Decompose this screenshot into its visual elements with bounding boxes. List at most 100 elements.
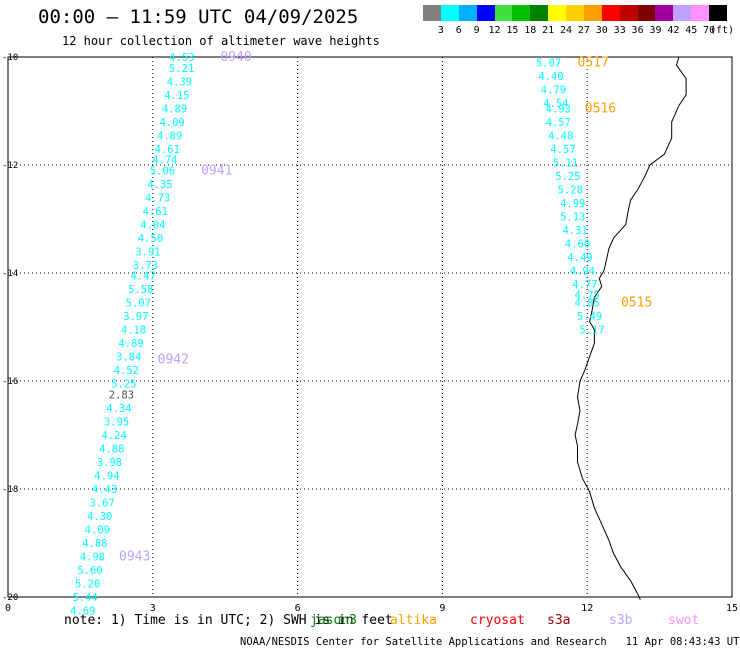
wave-height-value: 4.53 xyxy=(169,52,194,64)
wave-height-value: 4.52 xyxy=(114,365,139,377)
wave-height-value: 4.57 xyxy=(546,117,571,129)
color-swatch xyxy=(709,5,727,21)
wave-height-value: 5.25 xyxy=(111,379,136,391)
wave-height-value: 5.58 xyxy=(128,284,153,296)
wave-height-value: 4.48 xyxy=(548,130,573,142)
color-scale-label: 24 xyxy=(560,25,573,36)
color-scale-label: 30 xyxy=(595,25,608,36)
wave-height-value: 4.79 xyxy=(541,84,566,96)
wave-height-value: 4.75 xyxy=(575,290,600,302)
x-tick-label: 15 xyxy=(726,603,738,614)
page-title: 00:00 — 11:59 UTC 04/09/2025 xyxy=(38,6,359,28)
wave-height-value: 4.50 xyxy=(138,233,163,245)
color-scale-label: 12 xyxy=(488,25,501,36)
wave-height-value: 4.09 xyxy=(159,117,184,129)
satellite-legend-s3b: s3b xyxy=(609,613,633,628)
map-frame xyxy=(7,56,733,598)
wave-height-value: 3.98 xyxy=(97,457,122,469)
color-swatch xyxy=(440,5,459,21)
wave-height-value: 5.07 xyxy=(536,57,561,69)
wave-height-value: 4.89 xyxy=(157,130,182,142)
wave-height-value: 4.04 xyxy=(140,219,165,231)
track-time-label: 0942 xyxy=(158,352,189,367)
color-swatch xyxy=(637,5,656,21)
color-swatch xyxy=(512,5,531,21)
x-tick-label: 9 xyxy=(439,603,445,614)
wave-height-value: 3.67 xyxy=(89,498,114,510)
wave-height-value: 5.07 xyxy=(126,298,151,310)
color-swatch xyxy=(583,5,602,21)
color-swatch xyxy=(601,5,620,21)
wave-height-value: 4.39 xyxy=(167,76,192,88)
track-time-label: 0516 xyxy=(585,101,616,116)
color-scale-label: 39 xyxy=(649,25,662,36)
wave-height-value: 4.09 xyxy=(85,525,110,537)
color-scale-label: 36 xyxy=(631,25,644,36)
wave-height-value: 4.40 xyxy=(538,71,563,83)
wave-height-value: 4.98 xyxy=(80,552,105,564)
color-scale-label: 42 xyxy=(667,25,680,36)
color-swatch xyxy=(673,5,692,21)
color-scale-label: 3 xyxy=(437,25,444,36)
footer-credit: NOAA/NESDIS Center for Satellite Applica… xyxy=(240,636,740,648)
wave-height-value: 5.17 xyxy=(579,325,604,337)
color-scale-bar xyxy=(423,5,727,21)
wave-height-value: 5.20 xyxy=(75,579,100,591)
wave-height-value: 5.28 xyxy=(558,184,583,196)
y-tick-label: -20 xyxy=(2,593,18,603)
x-tick-label: 0 xyxy=(5,603,11,614)
color-swatch xyxy=(494,5,513,21)
y-tick-label: -10 xyxy=(2,53,18,63)
wave-height-value: 4.49 xyxy=(567,252,592,264)
wave-height-value: 3.91 xyxy=(135,246,160,258)
color-swatch xyxy=(530,5,549,21)
y-tick-label: -12 xyxy=(2,161,18,171)
wave-height-value: 4.57 xyxy=(550,144,575,156)
units-note: note: 1) Time is in UTC; 2) SWH is in fe… xyxy=(64,613,393,628)
color-swatch xyxy=(655,5,674,21)
wave-height-value: 4.24 xyxy=(102,430,127,442)
color-swatch xyxy=(691,5,709,21)
wave-height-value: 4.60 xyxy=(565,238,590,250)
track-time-label: 0940 xyxy=(220,50,251,65)
wave-height-value: 5.13 xyxy=(560,211,585,223)
wave-height-value: 4.77 xyxy=(572,279,597,291)
wave-height-value: 5.06 xyxy=(150,165,175,177)
color-swatch xyxy=(619,5,638,21)
track-time-label: 0943 xyxy=(119,550,150,565)
wave-height-value: 4.61 xyxy=(155,144,180,156)
y-tick-label: -16 xyxy=(2,377,18,387)
color-swatch xyxy=(476,5,495,21)
wave-height-value: 4.54 xyxy=(543,98,568,110)
wave-height-value: 5.60 xyxy=(77,565,102,577)
satellite-legend-swot: swot xyxy=(668,613,700,628)
satellite-legend-s3a: s3a xyxy=(547,613,571,628)
wave-height-value: 4.15 xyxy=(164,90,189,102)
color-swatch xyxy=(423,5,441,21)
wave-height-value: 5.44 xyxy=(73,592,98,604)
wave-height-value: 3.84 xyxy=(116,352,141,364)
x-tick-label: 6 xyxy=(295,603,301,614)
wave-height-value: 4.88 xyxy=(82,538,107,550)
wave-height-value: 4.34 xyxy=(106,403,131,415)
y-tick-label: -18 xyxy=(2,485,18,495)
track-time-label: 0515 xyxy=(621,296,652,311)
wave-height-value: 4.30 xyxy=(87,511,112,523)
wave-height-value: 5.21 xyxy=(169,63,194,75)
wave-height-value: 4.94 xyxy=(570,265,595,277)
color-scale-label: 6 xyxy=(455,25,462,36)
track-time-label: 0517 xyxy=(578,55,609,70)
color-scale-label: 70 xyxy=(703,25,716,36)
wave-height-value: 4.31 xyxy=(562,225,587,237)
color-scale-label: 18 xyxy=(524,25,537,36)
wave-height-value: 4.89 xyxy=(118,338,143,350)
color-swatch xyxy=(458,5,477,21)
y-tick-label: -14 xyxy=(2,269,18,279)
wave-height-value: 4.74 xyxy=(152,155,177,167)
satellite-legend-jason3: jason3 xyxy=(310,613,357,628)
wave-height-value: 4.47 xyxy=(130,271,155,283)
wave-height-value: 4.18 xyxy=(121,325,146,337)
color-scale-label: 27 xyxy=(577,25,590,36)
wave-height-value: 4.43 xyxy=(92,484,117,496)
